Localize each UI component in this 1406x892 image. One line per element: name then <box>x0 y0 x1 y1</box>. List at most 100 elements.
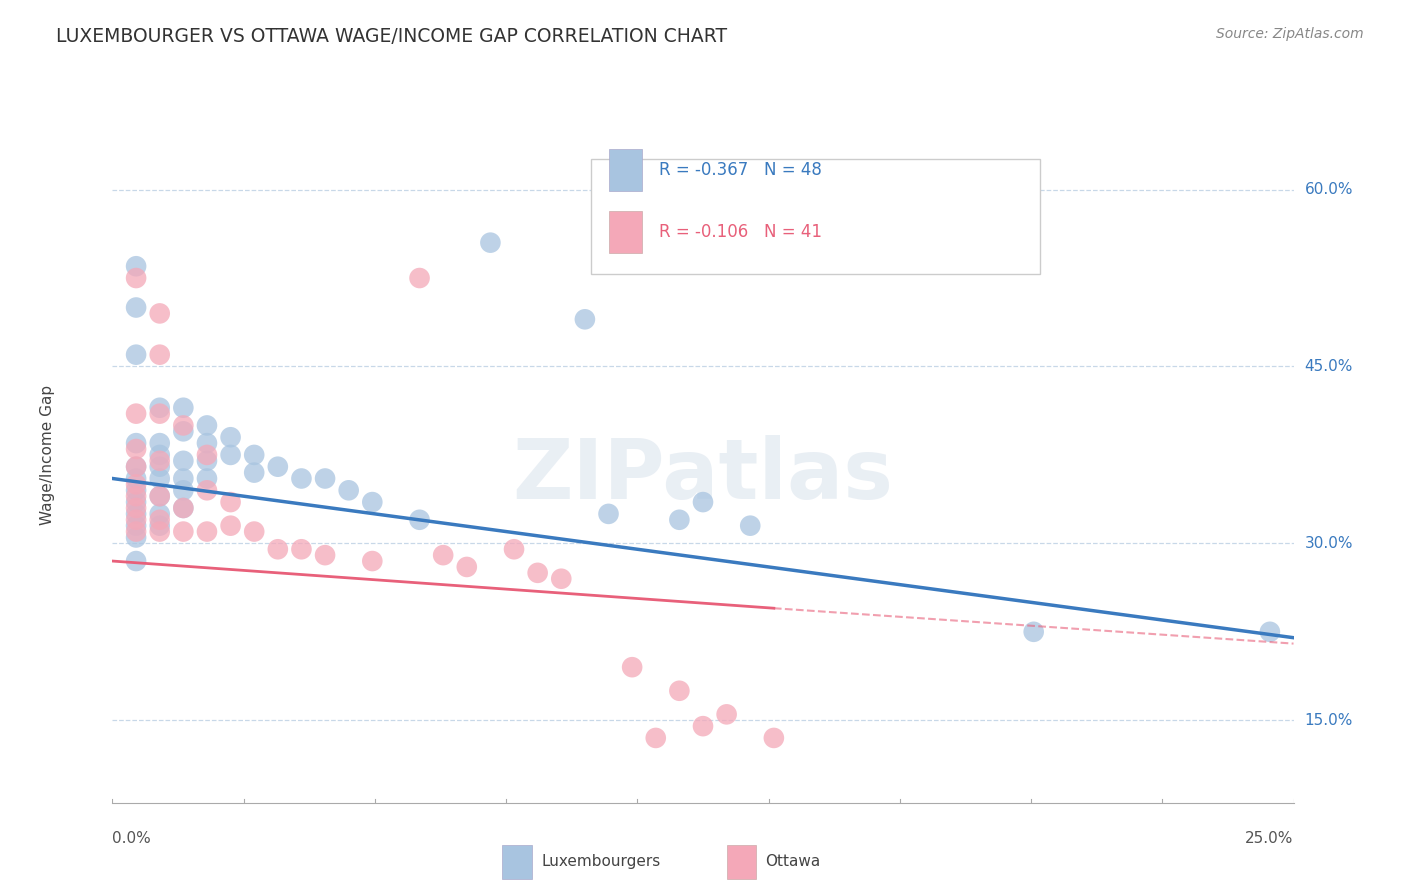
Point <box>621 660 644 674</box>
Point <box>408 271 430 285</box>
Point <box>195 524 218 539</box>
Point <box>195 448 218 462</box>
Point <box>149 489 172 503</box>
Text: 30.0%: 30.0% <box>1305 536 1353 551</box>
Point <box>149 518 172 533</box>
Point <box>432 548 454 562</box>
Point <box>195 436 218 450</box>
Point <box>195 418 218 433</box>
Point <box>172 524 194 539</box>
Point <box>125 489 148 503</box>
Point <box>149 459 172 474</box>
Point <box>172 401 194 415</box>
Point <box>1022 624 1045 639</box>
Point <box>149 489 172 503</box>
Point <box>195 454 218 468</box>
Text: Wage/Income Gap: Wage/Income Gap <box>39 384 55 525</box>
Text: LUXEMBOURGER VS OTTAWA WAGE/INCOME GAP CORRELATION CHART: LUXEMBOURGER VS OTTAWA WAGE/INCOME GAP C… <box>56 27 727 45</box>
Point <box>149 454 172 468</box>
Point <box>149 513 172 527</box>
Point <box>644 731 666 745</box>
FancyBboxPatch shape <box>609 149 641 191</box>
Point <box>195 483 218 498</box>
Point <box>125 348 148 362</box>
Point <box>243 466 266 480</box>
Point <box>149 401 172 415</box>
Point <box>172 471 194 485</box>
Point <box>267 542 290 557</box>
Point <box>172 425 194 439</box>
Text: 0.0%: 0.0% <box>112 830 152 846</box>
Point <box>125 442 148 456</box>
Point <box>149 306 172 320</box>
Text: 25.0%: 25.0% <box>1246 830 1294 846</box>
Point <box>574 312 596 326</box>
Point <box>125 483 148 498</box>
Point <box>219 495 242 509</box>
Point <box>125 436 148 450</box>
Point <box>195 471 218 485</box>
Point <box>692 495 714 509</box>
Point <box>149 348 172 362</box>
Text: R = -0.367   N = 48: R = -0.367 N = 48 <box>659 161 823 178</box>
Point <box>692 719 714 733</box>
Point <box>668 683 690 698</box>
Point <box>149 471 172 485</box>
Text: Source: ZipAtlas.com: Source: ZipAtlas.com <box>1216 27 1364 41</box>
Point <box>125 459 148 474</box>
Point <box>762 731 785 745</box>
Point <box>361 495 384 509</box>
Point <box>290 542 312 557</box>
Point <box>149 407 172 421</box>
Point <box>149 448 172 462</box>
FancyBboxPatch shape <box>591 159 1039 274</box>
Point <box>337 483 360 498</box>
Text: 45.0%: 45.0% <box>1305 359 1353 374</box>
Point <box>172 500 194 515</box>
Point <box>125 518 148 533</box>
Point <box>219 430 242 444</box>
Point <box>172 454 194 468</box>
Point <box>172 418 194 433</box>
Point <box>479 235 502 250</box>
Point <box>125 471 148 485</box>
FancyBboxPatch shape <box>609 211 641 253</box>
Point <box>172 483 194 498</box>
Point <box>526 566 548 580</box>
Text: 15.0%: 15.0% <box>1305 713 1353 728</box>
Point <box>125 524 148 539</box>
Point <box>172 500 194 515</box>
Text: 60.0%: 60.0% <box>1305 182 1353 197</box>
Point <box>125 500 148 515</box>
Text: Luxembourgers: Luxembourgers <box>541 855 661 870</box>
FancyBboxPatch shape <box>502 845 531 880</box>
Point <box>243 524 266 539</box>
Point <box>125 259 148 273</box>
Point <box>125 271 148 285</box>
Point <box>550 572 572 586</box>
Point <box>125 301 148 315</box>
Point <box>149 524 172 539</box>
Point <box>456 560 478 574</box>
Point <box>149 507 172 521</box>
Text: R = -0.106   N = 41: R = -0.106 N = 41 <box>659 223 823 241</box>
Point <box>125 531 148 545</box>
Point <box>125 554 148 568</box>
Point <box>219 448 242 462</box>
Text: Ottawa: Ottawa <box>766 855 821 870</box>
Point <box>219 518 242 533</box>
Point <box>361 554 384 568</box>
Point <box>1258 624 1281 639</box>
Point <box>290 471 312 485</box>
Point <box>149 436 172 450</box>
FancyBboxPatch shape <box>727 845 756 880</box>
Point <box>125 513 148 527</box>
Point <box>267 459 290 474</box>
Point <box>125 507 148 521</box>
Point <box>740 518 762 533</box>
Point <box>125 495 148 509</box>
Point <box>598 507 620 521</box>
Point <box>125 459 148 474</box>
Point <box>503 542 526 557</box>
Point <box>314 548 336 562</box>
